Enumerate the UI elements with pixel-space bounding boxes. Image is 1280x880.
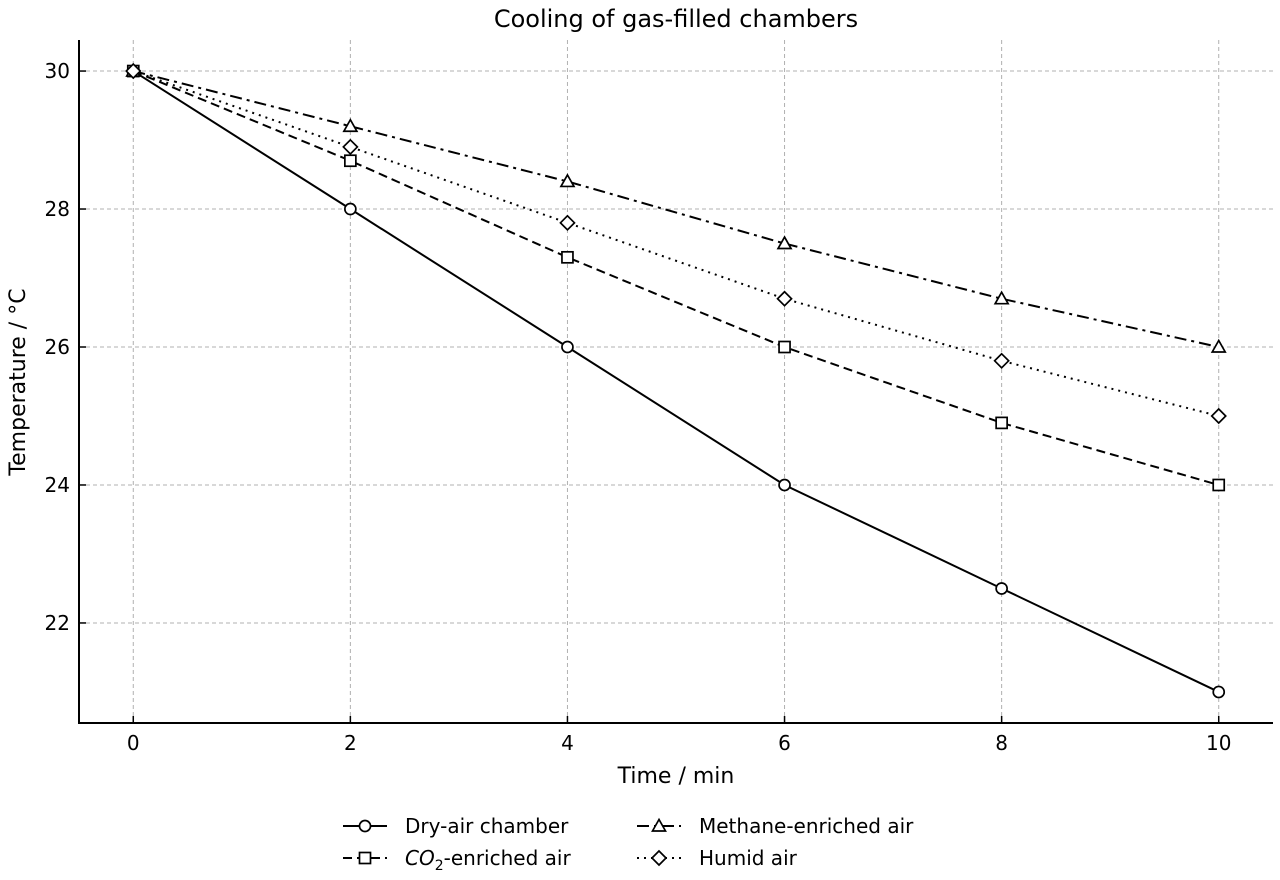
data-point [776, 290, 793, 307]
legend-marker [358, 851, 372, 865]
data-point [559, 173, 576, 188]
x-tick-label: 4 [561, 731, 574, 755]
series-2 [125, 62, 1227, 353]
data-point [778, 340, 791, 354]
series-line [132, 70, 1219, 417]
data-point [561, 250, 574, 264]
data-point [561, 340, 574, 354]
data-point [559, 214, 576, 232]
data-point [1212, 478, 1226, 492]
series-3 [125, 62, 1227, 425]
series-1 [126, 64, 1226, 492]
legend-label: Methane-enriched air [699, 814, 914, 838]
legend-marker [651, 817, 667, 832]
data-point [342, 118, 359, 133]
x-tick-label: 6 [778, 731, 791, 755]
axes [78, 40, 1273, 724]
legend-marker [650, 849, 668, 867]
legend-item: CO2-enriched air [343, 846, 571, 874]
data-point [993, 290, 1010, 305]
legend-label-main: Dry-air chamber [405, 814, 569, 838]
data-point [1210, 407, 1227, 425]
y-tick-label: 30 [45, 59, 70, 83]
x-tick-label: 2 [344, 731, 357, 755]
grid [79, 40, 1273, 723]
data-point [1210, 338, 1227, 353]
series-0 [126, 64, 1226, 699]
legend-label-subscript: 2 [435, 858, 444, 874]
legend-item: Humid air [637, 846, 798, 870]
x-tick-label: 0 [127, 731, 140, 755]
legend-label: Humid air [699, 846, 798, 870]
chart-title: Cooling of gas-filled chambers [494, 5, 858, 33]
data-point [995, 416, 1008, 430]
data-point [342, 138, 359, 156]
series-line [132, 70, 1220, 693]
legend-label-main: CO [405, 846, 435, 870]
legend-item: Dry-air chamber [343, 814, 569, 838]
series-line [133, 70, 1219, 348]
legend-label-main: Methane-enriched air [699, 814, 914, 838]
y-tick-label: 26 [45, 335, 70, 359]
y-axis-label: Temperature / °C [6, 288, 31, 476]
data-point [125, 62, 142, 80]
data-point [344, 154, 357, 168]
legend-label: Dry-air chamber [405, 814, 569, 838]
legend-item: Methane-enriched air [637, 814, 914, 838]
x-tick-label: 10 [1206, 731, 1231, 755]
data-point [1212, 685, 1226, 699]
legend-marker [358, 819, 372, 833]
y-tick-label: 22 [45, 611, 70, 635]
x-tick-label: 8 [995, 731, 1008, 755]
y-tick-label: 28 [45, 197, 70, 221]
legend-label-main: Humid air [699, 846, 798, 870]
series-line [132, 70, 1220, 486]
data-point [776, 235, 793, 250]
legend: Dry-air chamber CO2-enriched air Methane-e… [343, 814, 914, 874]
legend-label: CO2-enriched air [405, 846, 571, 874]
legend-label-suffix: -enriched air [444, 846, 572, 870]
data-point [778, 478, 791, 492]
data-point [993, 352, 1010, 370]
data-point [995, 582, 1008, 595]
y-tick-label: 24 [45, 473, 70, 497]
series-layer [125, 62, 1227, 699]
x-axis-label: Time / min [617, 764, 735, 789]
data-point [344, 202, 357, 216]
